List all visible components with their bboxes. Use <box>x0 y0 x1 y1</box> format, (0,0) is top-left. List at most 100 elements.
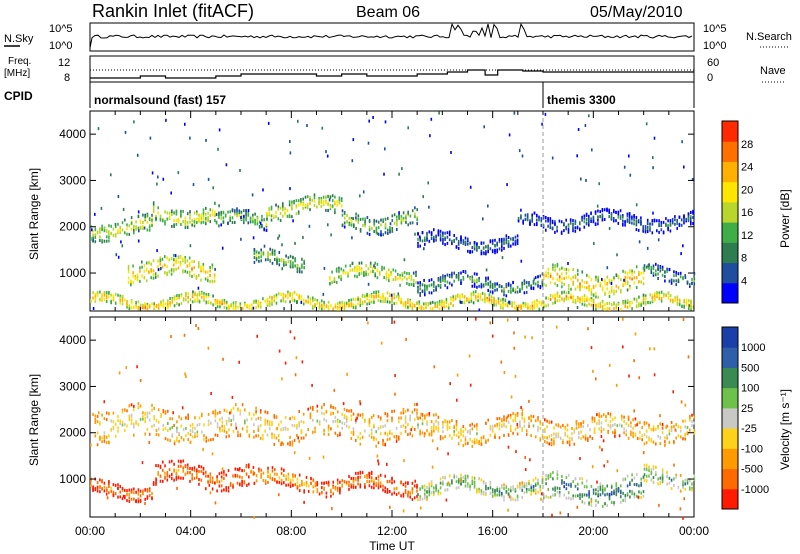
range-gate-cell <box>404 425 407 429</box>
range-gate-cell <box>213 273 216 277</box>
range-gate-cell <box>92 236 94 240</box>
range-gate-cell <box>503 290 505 294</box>
range-gate-cell <box>417 423 419 427</box>
range-gate-cell <box>567 268 570 272</box>
range-gate-cell <box>550 420 553 424</box>
range-gate-cell <box>683 221 685 225</box>
range-gate-cell <box>173 295 176 299</box>
range-gate-cell <box>518 149 521 153</box>
range-gate-cell <box>459 300 461 304</box>
range-gate-cell <box>623 427 625 431</box>
range-gate-cell <box>692 305 695 309</box>
range-gate-cell <box>644 230 647 234</box>
range-gate-cell <box>346 220 348 224</box>
range-gate-cell <box>487 276 489 280</box>
range-gate-cell <box>191 423 194 427</box>
range-gate-cell <box>117 195 120 198</box>
range-gate-cell <box>295 204 298 208</box>
range-gate-cell <box>189 466 191 470</box>
range-gate-cell <box>341 483 343 487</box>
range-gate-cell <box>121 221 124 225</box>
range-gate-cell <box>228 416 230 420</box>
range-gate-cell <box>527 306 529 310</box>
range-gate-cell <box>421 290 424 294</box>
range-gate-cell <box>283 307 285 311</box>
range-gate-cell <box>126 305 128 309</box>
range-gate-cell <box>360 271 363 275</box>
range-gate-cell <box>329 275 331 279</box>
range-gate-cell <box>287 296 289 300</box>
range-gate-cell <box>494 251 496 255</box>
range-gate-cell <box>185 298 187 302</box>
range-gate-cell <box>255 474 258 478</box>
range-gate-cell <box>498 493 501 497</box>
range-gate-cell <box>105 492 108 496</box>
range-gate-cell <box>485 268 488 272</box>
range-gate-cell <box>410 277 413 281</box>
range-gate-cell <box>366 293 368 297</box>
range-gate-cell <box>630 421 632 425</box>
range-gate-cell <box>330 494 332 498</box>
range-gate-cell <box>281 243 283 247</box>
range-gate-cell <box>630 424 632 428</box>
range-gate-cell <box>335 281 338 284</box>
range-gate-cell <box>417 285 419 289</box>
range-gate-cell <box>374 261 376 265</box>
range-gate-cell <box>248 306 251 310</box>
range-gate-cell <box>455 245 458 249</box>
range-gate-cell <box>644 294 647 298</box>
range-gate-cell <box>289 443 291 447</box>
range-gate-cell <box>198 293 201 297</box>
range-gate-cell <box>305 299 307 303</box>
range-gate-cell <box>533 306 536 310</box>
range-gate-cell <box>142 225 144 229</box>
range-gate-cell <box>384 300 386 303</box>
range-gate-cell <box>220 223 222 227</box>
range-gate-cell <box>214 267 216 271</box>
range-gate-cell <box>529 219 531 223</box>
range-gate-cell <box>505 285 508 289</box>
range-gate-cell <box>350 219 353 222</box>
range-gate-cell <box>142 213 144 217</box>
range-gate-cell <box>472 293 475 297</box>
range-gate-cell <box>411 487 414 491</box>
range-gate-cell <box>216 299 219 302</box>
range-gate-cell <box>598 182 600 186</box>
range-gate-cell <box>664 275 666 278</box>
range-gate-cell <box>257 416 260 420</box>
range-gate-cell <box>202 269 205 272</box>
range-gate-cell <box>112 411 115 415</box>
range-gate-cell <box>505 237 508 241</box>
range-gate-cell <box>180 417 183 421</box>
range-gate-cell <box>90 300 92 303</box>
range-gate-cell <box>196 221 198 224</box>
range-gate-cell <box>322 292 325 296</box>
range-gate-cell <box>338 200 341 204</box>
range-gate-cell <box>400 431 402 435</box>
range-gate-cell <box>386 490 389 494</box>
range-gate-cell <box>367 267 370 271</box>
range-gate-cell <box>212 437 214 441</box>
range-gate-cell <box>460 279 462 283</box>
range-gate-cell <box>537 416 539 420</box>
range-gate-cell <box>626 305 629 309</box>
range-gate-cell <box>389 429 391 433</box>
freq-left-tick-top: 12 <box>58 57 70 69</box>
range-gate-cell <box>124 231 126 235</box>
range-gate-cell <box>596 413 598 417</box>
range-gate-cell <box>497 301 500 305</box>
range-gate-cell <box>287 472 290 476</box>
range-gate-cell <box>690 222 692 226</box>
range-gate-cell <box>221 420 223 424</box>
range-gate-cell <box>588 217 590 221</box>
range-gate-cell <box>552 301 554 305</box>
range-gate-cell <box>566 423 569 427</box>
range-gate-cell <box>185 434 187 438</box>
range-gate-cell <box>212 410 214 414</box>
range-gate-cell <box>250 417 253 421</box>
range-gate-cell <box>401 272 404 275</box>
range-gate-cell <box>672 298 674 302</box>
range-gate-cell <box>287 478 290 482</box>
range-gate-cell <box>273 414 276 418</box>
range-gate-cell <box>322 195 325 199</box>
